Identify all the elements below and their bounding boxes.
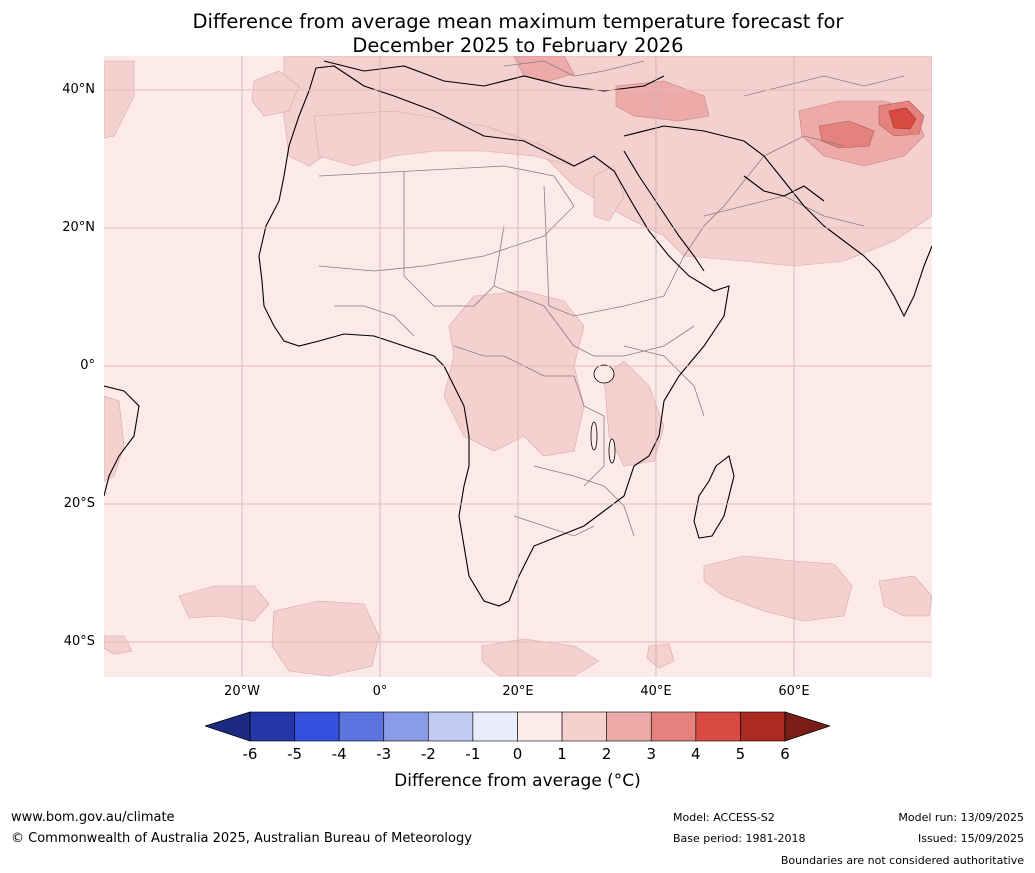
colorbar-bin [695, 711, 741, 742]
footer-model-run: Model run: 13/09/2025 [898, 811, 1024, 824]
arabian-coastline [623, 125, 932, 318]
colorbar-tick-label: 1 [557, 745, 567, 763]
colorbar-tick-label: -4 [331, 745, 347, 763]
colorbar-bin [428, 711, 474, 742]
country-boundaries [318, 60, 905, 537]
madagascar-coastline [693, 455, 735, 539]
footer-model: Model: ACCESS-S2 [673, 811, 775, 824]
colorbar-tick-label: 4 [691, 745, 701, 763]
lakes [590, 364, 616, 464]
mediterranean-coastline [323, 60, 665, 92]
colorbar-tick-label: 0 [512, 745, 523, 763]
colorbar-tick-label: -1 [465, 745, 481, 763]
lon-label-40e: 40°E [640, 684, 672, 699]
lon-label-60e: 60°E [778, 684, 810, 699]
colorbar-tick-label: -6 [242, 745, 258, 763]
colorbar-bin [249, 711, 295, 742]
colorbar-under-arrow [205, 711, 251, 742]
colorbar-bin [606, 711, 652, 742]
colorbar-bin [740, 711, 786, 742]
colorbar-tick-label: -5 [287, 745, 303, 763]
colorbar-bin [383, 711, 429, 742]
graticule-meridians [241, 56, 795, 677]
footer-copyright: © Commonwealth of Australia 2025, Austra… [11, 831, 472, 846]
lat-label-0: 0° [80, 358, 95, 373]
lat-label-20n: 20°N [62, 220, 95, 235]
footer-disclaimer: Boundaries are not considered authoritat… [780, 854, 1024, 867]
lat-label-40s: 40°S [63, 634, 95, 649]
colorbar-tick-label: 6 [780, 745, 790, 763]
colorbar-tick-label: -2 [420, 745, 436, 763]
forecast-map [104, 56, 932, 677]
colorbar-tick-label: -3 [376, 745, 392, 763]
lat-label-20s: 20°S [63, 496, 95, 511]
colorbar-bin [650, 711, 697, 742]
lon-label-20e: 20°E [502, 684, 534, 699]
colorbar [205, 711, 830, 742]
footer-issued: Issued: 15/09/2025 [917, 832, 1024, 845]
footer-base-period: Base period: 1981-2018 [673, 832, 806, 845]
anomaly-1-to-2-regions [104, 56, 932, 677]
south-america-coastline [104, 385, 140, 497]
colorbar-bin [472, 711, 518, 742]
map-title-line-1: Difference from average mean maximum tem… [192, 10, 844, 33]
lon-label-20w: 20°W [224, 684, 260, 699]
colorbar-tick-label: 5 [735, 745, 746, 763]
colorbar-tick-label: 3 [646, 745, 657, 763]
colorbar-tick-label: 2 [601, 745, 612, 763]
colorbar-bin [294, 711, 340, 742]
colorbar-bin [517, 711, 563, 742]
anomaly-4-to-5-regions [888, 107, 917, 130]
coastlines [104, 60, 932, 607]
colorbar-over-arrow [784, 711, 830, 742]
africa-coastline [258, 65, 730, 607]
footer-website: www.bom.gov.au/climate [11, 810, 175, 825]
colorbar-bins [249, 711, 786, 742]
colorbar-bin [338, 711, 385, 742]
colorbar-label: Difference from average (°C) [394, 771, 641, 791]
lat-label-40n: 40°N [62, 82, 95, 97]
lon-label-0: 0° [372, 684, 388, 699]
persian-gulf-coastline [743, 175, 825, 202]
map-title-line-2: December 2025 to February 2026 [352, 34, 684, 57]
colorbar-bin [561, 711, 607, 742]
red-sea-coastline [623, 150, 705, 272]
